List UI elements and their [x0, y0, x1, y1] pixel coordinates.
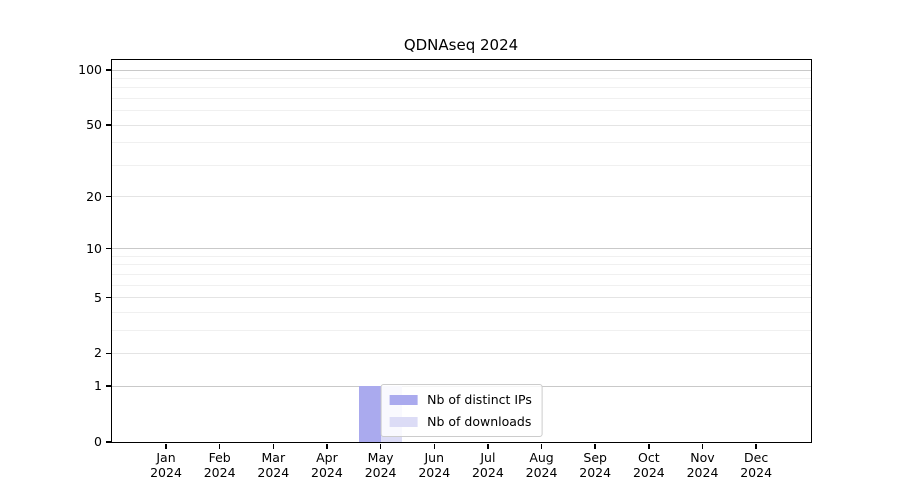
x-tick-label-jun: Jun 2024: [418, 450, 451, 480]
y-tick-label-10: 10: [86, 240, 102, 256]
y-tick-label-1: 1: [94, 378, 102, 394]
gridline-5: [112, 297, 811, 299]
x-tick-mark-jan: [165, 443, 167, 449]
x-tick-label-apr: Apr 2024: [311, 450, 343, 480]
x-tick-mark-feb: [218, 443, 221, 449]
gridline-minor-90: [112, 77, 811, 79]
gridline-10: [112, 248, 811, 250]
x-tick-label-jan: Jan 2024: [150, 450, 182, 480]
y-tick-mark-2: [105, 352, 111, 355]
y-tick-mark-5: [105, 296, 111, 299]
gridline-minor-3: [112, 329, 811, 331]
gridline-minor-30: [112, 164, 811, 166]
gridline-minor-70: [112, 97, 811, 99]
gridline-minor-60: [112, 110, 811, 112]
x-tick-mark-jul: [487, 443, 489, 449]
x-tick-mark-dec: [755, 443, 757, 449]
gridline-minor-40: [112, 142, 811, 144]
gridline-minor-80: [112, 87, 811, 89]
y-tick-label-100: 100: [78, 62, 102, 77]
x-tick-label-oct: Oct 2024: [632, 450, 665, 480]
plot-area: Nb of distinct IPs Nb of downloads 0 1 2 5 1…: [78, 59, 812, 480]
chart-title: QDNAseq 2024: [403, 36, 519, 54]
legend-swatch-downloads: [389, 416, 418, 427]
gridline-minor-8: [112, 264, 811, 266]
y-tick-mark-20: [105, 195, 111, 198]
x-tick-label-aug: Aug 2024: [525, 450, 558, 480]
y-tick-mark-50: [105, 124, 111, 126]
legend-item-distinct-ips: Nb of distinct IPs: [389, 392, 532, 407]
gridline-minor-4: [112, 311, 811, 313]
x-tick-label-nov: Nov 2024: [686, 450, 719, 480]
gridline-50: [112, 124, 811, 126]
y-tick-label-2: 2: [94, 345, 102, 361]
y-tick-mark-0: [105, 441, 111, 443]
gridline-minor-7: [112, 273, 811, 275]
y-tick-mark-10: [105, 247, 111, 250]
x-tick-mark-may: [379, 443, 382, 449]
y-tick-label-5: 5: [94, 289, 102, 305]
x-tick-mark-sep: [594, 443, 596, 449]
x-tick-label-may: May 2024: [364, 450, 397, 480]
x-tick-mark-oct: [648, 443, 650, 449]
x-tick-mark-jun: [433, 443, 435, 449]
gridline-minor-9: [112, 255, 811, 257]
x-tick-mark-nov: [701, 443, 704, 449]
legend: Nb of distinct IPs Nb of downloads: [380, 384, 543, 437]
y-tick-mark-1: [105, 385, 111, 387]
gridline-2: [112, 352, 811, 354]
legend-label-distinct-ips: Nb of distinct IPs: [427, 392, 532, 407]
x-tick-label-sep: Sep 2024: [579, 450, 612, 480]
x-tick-label-feb: Feb 2024: [203, 450, 236, 480]
y-tick-mark-100: [105, 69, 111, 71]
x-tick-mark-mar: [272, 443, 275, 449]
legend-swatch-distinct-ips: [389, 394, 418, 405]
x-tick-mark-aug: [540, 443, 543, 449]
bar-nb-of-distinct-ips-may-2024: [359, 386, 381, 442]
x-tick-mark-apr: [326, 443, 328, 449]
x-tick-label-jul: Jul 2024: [471, 450, 504, 480]
legend-item-downloads: Nb of downloads: [389, 414, 532, 429]
gridline-minor-6: [112, 284, 811, 286]
x-tick-label-mar: Mar 2024: [257, 450, 290, 480]
x-tick-label-dec: Dec 2024: [740, 450, 773, 480]
y-tick-label-20: 20: [86, 188, 102, 204]
y-tick-label-0: 0: [94, 434, 102, 449]
gridline-20: [112, 196, 811, 198]
y-tick-label-50: 50: [86, 117, 102, 133]
legend-label-downloads: Nb of downloads: [427, 414, 532, 429]
gridline-100: [112, 69, 811, 71]
